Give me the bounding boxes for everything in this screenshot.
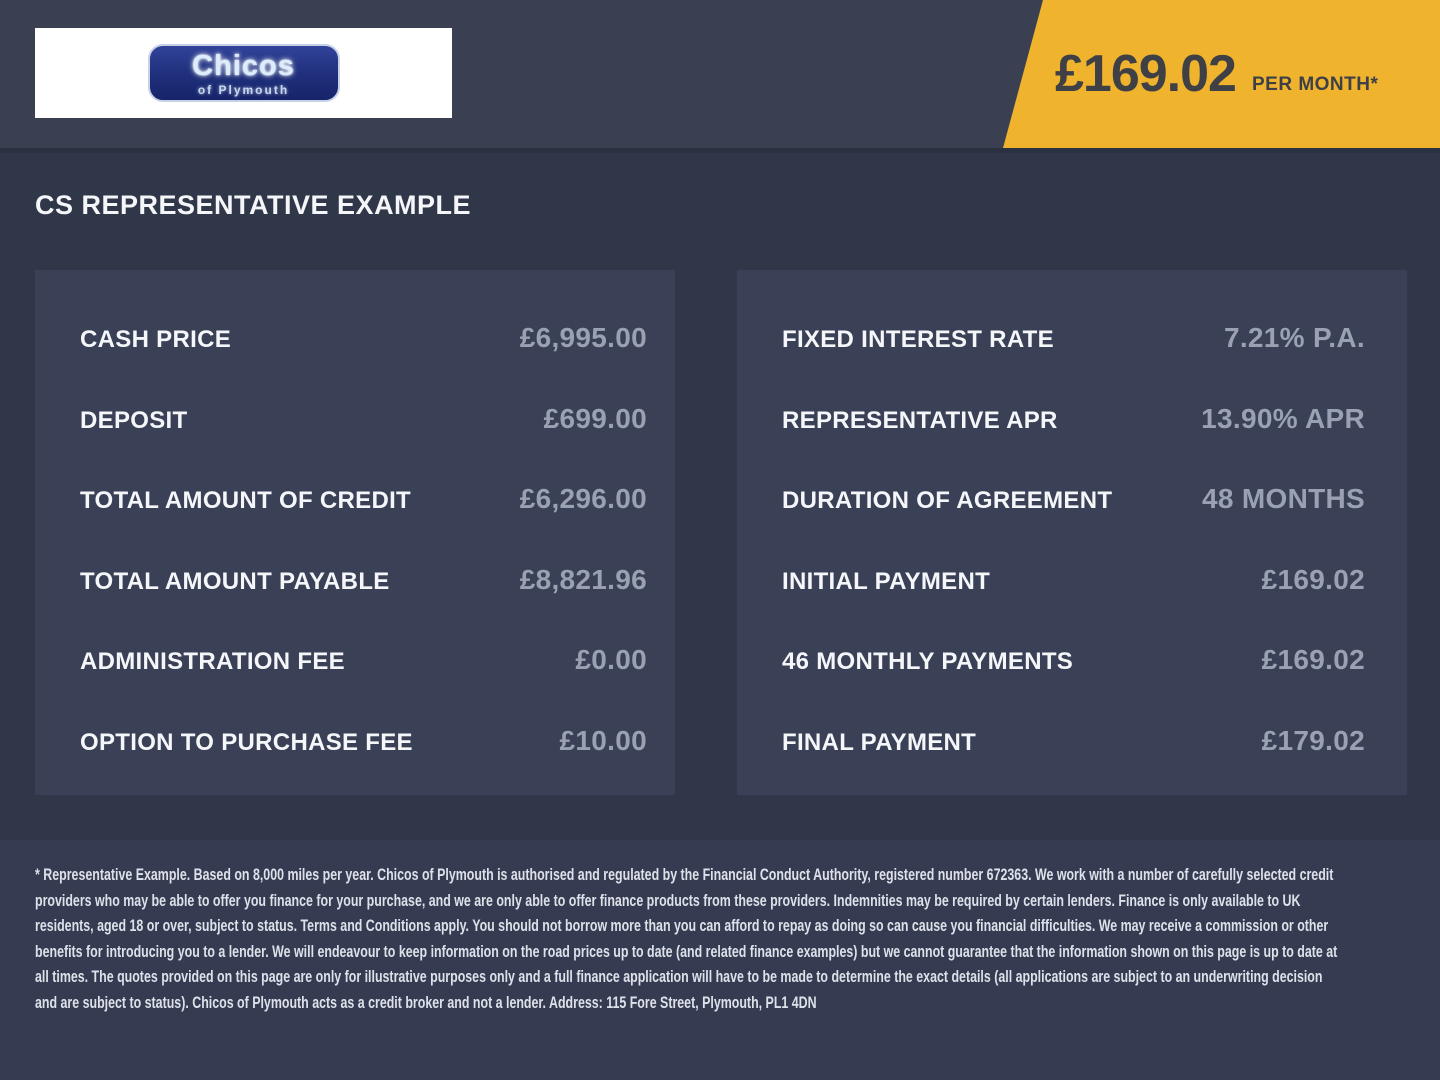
table-row: CASH PRICE £6,995.00 [80,322,647,354]
table-row: FINAL PAYMENT £179.02 [782,725,1365,757]
row-label: TOTAL AMOUNT PAYABLE [80,567,390,595]
row-label: REPRESENTATIVE APR [782,406,1058,434]
page-title: CS REPRESENTATIVE EXAMPLE [35,190,472,220]
table-row: DURATION OF AGREEMENT 48 MONTHS [782,483,1365,515]
table-row: TOTAL AMOUNT PAYABLE £8,821.96 [80,564,647,596]
row-label: DEPOSIT [80,406,188,434]
row-label: FIXED INTEREST RATE [782,326,1054,353]
dealer-logo-badge: Chicos of Plymouth [147,44,340,102]
row-value: 13.90% APR [1201,402,1365,434]
row-label: 46 MONTHLY PAYMENTS [782,648,1074,676]
row-label: FINAL PAYMENT [782,728,977,756]
table-row: 46 MONTHLY PAYMENTS £169.02 [782,644,1365,676]
dealer-logo-tagline: of Plymouth [197,82,290,97]
row-value: £179.02 [1261,724,1365,756]
row-value: £6,995.00 [519,322,647,353]
table-row: FIXED INTEREST RATE 7.21% P.A. [782,322,1365,354]
row-value: £8,821.96 [519,563,647,595]
header-divider [0,148,1440,153]
table-row: TOTAL AMOUNT OF CREDIT £6,296.00 [80,483,647,515]
table-row: REPRESENTATIVE APR 13.90% APR [782,403,1365,435]
row-label: INITIAL PAYMENT [782,567,991,595]
page-header: Chicos of Plymouth £169.02 PER MONTH* [0,0,1440,148]
row-value: £169.02 [1261,563,1365,595]
row-label: CASH PRICE [80,326,232,353]
dealer-logo-brand: Chicos [192,49,295,82]
dealer-logo[interactable]: Chicos of Plymouth [35,28,452,118]
row-label: DURATION OF AGREEMENT [782,487,1113,515]
finance-panel-amounts: CASH PRICE £6,995.00 DEPOSIT £699.00 TOT… [35,270,675,795]
row-value: £0.00 [575,644,647,676]
row-label: ADMINISTRATION FEE [80,648,345,676]
row-label: OPTION TO PURCHASE FEE [80,728,413,756]
row-value: 7.21% P.A. [1223,322,1365,353]
monthly-price-period: PER MONTH* [1251,73,1379,95]
row-value: 48 MONTHS [1202,483,1365,515]
row-value: £699.00 [543,402,647,434]
row-value: £10.00 [559,724,647,756]
finance-panel-terms: FIXED INTEREST RATE 7.21% P.A. REPRESENT… [737,270,1407,795]
disclaimer-text: * Representative Example. Based on 8,000… [35,865,1338,1012]
row-value: £6,296.00 [519,483,647,515]
row-value: £169.02 [1261,644,1365,676]
monthly-price-banner: £169.02 PER MONTH* [1003,0,1440,148]
row-label: TOTAL AMOUNT OF CREDIT [80,487,412,515]
finance-panels: CASH PRICE £6,995.00 DEPOSIT £699.00 TOT… [35,270,1407,795]
table-row: ADMINISTRATION FEE £0.00 [80,644,647,676]
table-row: INITIAL PAYMENT £169.02 [782,564,1365,596]
table-row: DEPOSIT £699.00 [80,403,647,435]
page-footer: * Representative Example. Based on 8,000… [0,840,1440,1080]
monthly-price-amount: £169.02 [1055,45,1237,103]
table-row: OPTION TO PURCHASE FEE £10.00 [80,725,647,757]
